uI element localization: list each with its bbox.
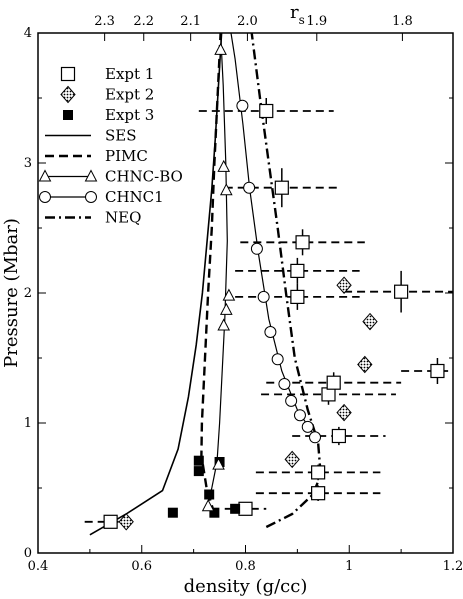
legend-pimc-label: PIMC — [105, 147, 148, 165]
x-axis-label: density (g/cc) — [184, 576, 308, 597]
legend-expt-3-label: Expt 3 — [105, 106, 154, 124]
y-tick-label: 4 — [24, 26, 32, 41]
series-chnc1-point-9 — [243, 181, 256, 194]
y-tick-label: 2 — [24, 286, 32, 301]
top-tick-label: 1.8 — [392, 14, 413, 29]
series-expt-3-point-3 — [204, 489, 215, 500]
legend-expt-3-swatch-marker — [63, 110, 73, 120]
top-axis-label-sub: s — [299, 13, 305, 27]
x-tick-label: 1.2 — [443, 559, 463, 574]
series-chnc1-point-7 — [257, 290, 270, 303]
y-axis-label: Pressure (Mbar) — [1, 218, 22, 368]
x-tick-label: 0.6 — [131, 559, 152, 574]
series-chnc1-point-0 — [309, 431, 322, 444]
tick-labels: 0.40.60.811.2012342.32.22.12.01.91.81.71… — [24, 14, 463, 574]
legend-neq-label: NEQ — [105, 209, 141, 227]
series-chnc-bo-point-6 — [217, 159, 231, 172]
legend: Expt 1 Expt 2 Expt 3 SES PIMC CHNC-BO CHNC1 NEQ — [38, 65, 183, 227]
legend-chnc1-label: CHNC1 — [105, 188, 164, 206]
series-expt-1-point-8 — [290, 289, 305, 304]
top-axis-label-main: r — [290, 2, 299, 23]
legend-expt-1-swatch-marker — [60, 66, 76, 82]
top-tick-label: 2.3 — [94, 14, 115, 29]
x-tick-label: 1 — [345, 559, 353, 574]
data-markers — [103, 42, 445, 531]
series-expt-2-point-3 — [357, 355, 373, 374]
series-chnc1-point-10 — [236, 99, 249, 112]
top-tick-label: 2.0 — [237, 14, 258, 29]
legend-chnc1-swatch-marker-b — [85, 191, 97, 203]
series-expt-1-point-2 — [311, 486, 326, 501]
series-expt-2-point-1 — [284, 450, 300, 469]
series-chnc-bo-point-4 — [222, 288, 236, 301]
x-tick-label: 0.4 — [28, 559, 49, 574]
legend-expt-2-swatch-marker — [60, 85, 76, 104]
legend-expt-2-label: Expt 2 — [105, 86, 154, 104]
series-chnc1-point-1 — [301, 420, 314, 433]
series-expt-1-point-10 — [290, 263, 305, 278]
series-expt-1-point-1 — [238, 501, 253, 516]
series-expt-3-point-1 — [209, 507, 220, 518]
series-expt-1-point-13 — [259, 103, 274, 119]
top-tick-label: 2.1 — [180, 14, 201, 29]
series-chnc1-point-6 — [264, 326, 277, 338]
series-chnc1-point-5 — [271, 353, 284, 366]
top-tick-label: 1.9 — [306, 14, 327, 29]
series-expt-1-point-11 — [295, 235, 310, 250]
top-tick-label: 2.2 — [133, 14, 154, 29]
legend-ses-label: SES — [105, 127, 137, 145]
y-tick-label: 0 — [24, 546, 32, 561]
y-tick-label: 1 — [24, 416, 32, 431]
legend-chnc-bo-label: CHNC-BO — [105, 168, 183, 186]
series-expt-1-point-4 — [331, 428, 346, 444]
series-pimc-line — [200, 33, 222, 515]
top-axis-label: rs — [290, 2, 305, 27]
y-tick-label: 3 — [24, 156, 32, 171]
series-neq-line — [250, 33, 322, 529]
series-expt-1-point-0 — [103, 514, 118, 529]
series-chnc-bo-point-0 — [201, 499, 215, 512]
series-chnc1-point-3 — [285, 394, 298, 407]
series-ses-line — [89, 33, 223, 536]
series-chnc-bo-line — [206, 33, 228, 509]
series-chnc-bo-point-7 — [214, 42, 227, 55]
series-expt-1-point-5 — [321, 387, 336, 402]
series-chnc-bo-point-1 — [212, 457, 225, 470]
axes — [37, 32, 454, 554]
series-expt-1-point-7 — [430, 363, 445, 379]
legend-chnc-bo-swatch-marker-a — [38, 169, 52, 182]
series-chnc1-point-4 — [278, 378, 291, 390]
legend-chnc-bo-swatch-marker-b — [84, 169, 98, 182]
series-expt-3-point-2 — [230, 503, 241, 514]
series-chnc1-point-2 — [293, 409, 306, 422]
series-expt-3-point-0 — [167, 507, 178, 518]
series-chnc-bo-point-5 — [219, 183, 233, 196]
series-chnc-bo-point-2 — [217, 318, 231, 331]
series-expt-1-point-9 — [394, 284, 409, 299]
series-expt-3-point-5 — [193, 455, 204, 466]
series-expt-2-point-4 — [362, 312, 378, 331]
legend-chnc1-swatch-marker-a — [39, 191, 51, 203]
series-expt-1-point-6 — [326, 375, 341, 390]
x-tick-label: 0.8 — [235, 559, 256, 574]
series-expt-1-point-12 — [274, 180, 289, 195]
series-expt-2-point-0 — [118, 513, 134, 531]
legend-expt-1-label: Expt 1 — [105, 65, 154, 83]
series-expt-2-point-5 — [336, 276, 352, 294]
series-expt-1-point-3 — [311, 465, 326, 480]
series-expt-2-point-2 — [336, 403, 352, 422]
series-chnc1-point-8 — [250, 242, 263, 255]
series-expt-3-point-4 — [193, 466, 204, 477]
series-chnc-bo-point-3 — [219, 302, 233, 315]
